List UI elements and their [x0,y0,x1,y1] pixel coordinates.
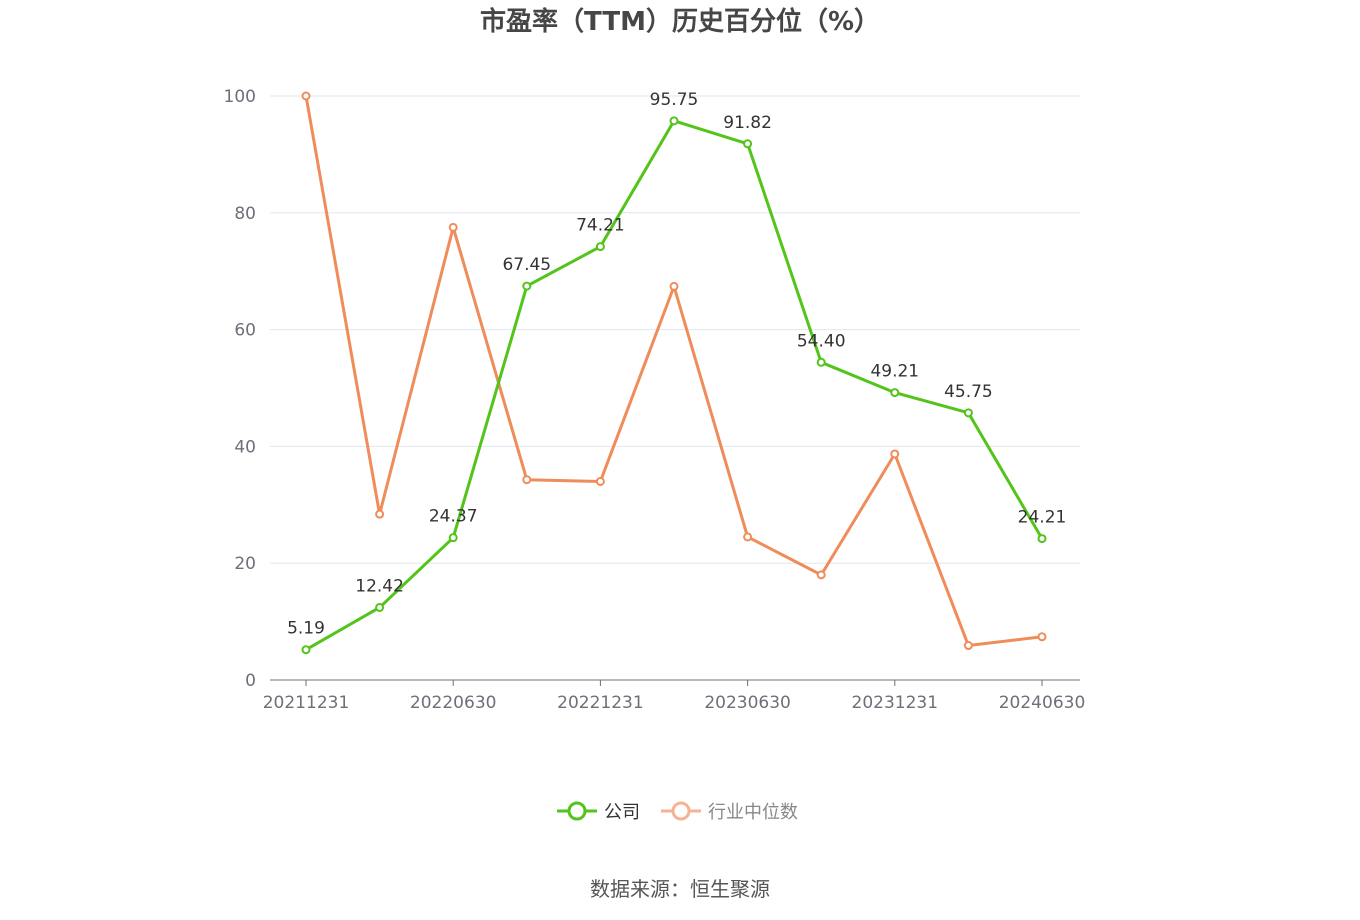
data-point [595,242,605,252]
data-point [669,116,679,126]
data-point [816,357,826,367]
y-tick-label: 80 [234,204,256,224]
data-point [522,281,532,291]
legend-label: 公司 [604,802,640,823]
data-label: 24.21 [1018,508,1067,528]
data-label: 5.19 [287,619,325,639]
data-point [890,449,900,459]
legend-item-1[interactable]: 行业中位数 [661,801,798,823]
series-lines [301,91,1047,655]
legend[interactable]: 公司 行业中位数 [557,801,798,823]
data-point [669,281,679,291]
x-tick-label: 20240630 [999,693,1086,713]
y-tick-label: 20 [234,554,256,574]
data-point [522,475,532,485]
x-tick-label: 20221231 [557,693,644,713]
legend-marker [671,801,691,821]
data-point [595,476,605,486]
legend-label: 行业中位数 [708,802,798,823]
x-tick-label: 20230630 [704,693,791,713]
data-point [375,602,385,612]
data-point [375,509,385,519]
data-point [448,533,458,543]
x-tick-label: 20231231 [852,693,939,713]
data-point [890,388,900,398]
data-point [816,570,826,580]
legend-item-0[interactable]: 公司 [557,801,640,823]
data-label: 49.21 [870,362,919,382]
x-tick-label: 20211231 [263,693,350,713]
data-labels: 5.19 12.42 24.37 67.45 74.21 95.75 91.82 54.40 4… [287,90,1066,639]
data-label: 24.37 [429,507,478,527]
y-tick-label: 60 [234,321,256,341]
y-tick-label: 0 [245,671,256,691]
data-label: 91.82 [723,113,772,133]
data-point [1037,534,1047,544]
data-point [301,645,311,655]
data-point [963,641,973,651]
data-point [301,91,311,101]
y-tick-label: 100 [224,87,256,107]
chart-title: 市盈率（TTM）历史百分位（%） [480,7,880,37]
y-tick-label: 40 [234,437,256,457]
series-line-0 [305,119,1044,651]
data-label: 45.75 [944,382,993,402]
source-note: 数据来源：恒生聚源 [590,877,770,901]
data-label: 54.40 [797,331,846,351]
data-label: 12.42 [355,576,404,596]
data-point [743,532,753,542]
legend-marker [567,801,587,821]
data-point [963,408,973,418]
data-point [1037,632,1047,642]
data-label: 95.75 [650,90,699,110]
data-point [743,139,753,149]
axes: 0 20 40 60 80 100 20211231 20220630 20221231 2023… [224,87,1086,713]
x-tick-label: 20220630 [410,693,497,713]
grid-lines [270,95,1080,564]
data-point [448,222,458,232]
data-label: 67.45 [502,255,551,275]
data-label: 74.21 [576,216,625,236]
